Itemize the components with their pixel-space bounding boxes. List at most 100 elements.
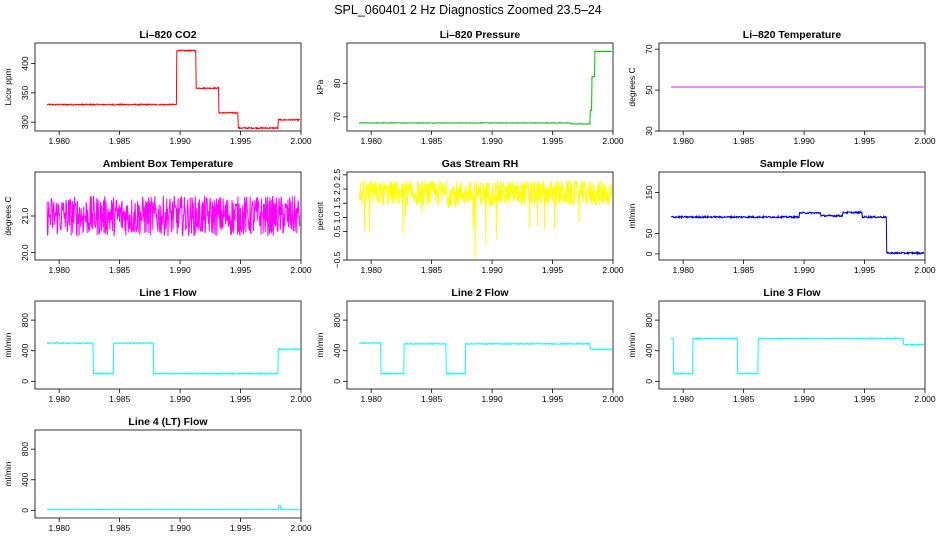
- y-tick-label: 0: [332, 379, 342, 384]
- y-tick-label: 400: [332, 343, 342, 357]
- x-tick-label: 1.995: [854, 265, 876, 275]
- series-line-line1: [46, 341, 301, 377]
- plot-frame: [658, 171, 926, 261]
- y-tick-label: 0: [644, 379, 654, 384]
- x-tick-label: 1.990: [481, 265, 503, 275]
- x-tick-label: 1.990: [169, 136, 191, 146]
- x-tick-label: 2.000: [290, 394, 312, 404]
- y-axis-label: degrees C: [3, 196, 13, 235]
- series-line-co2: [46, 48, 300, 130]
- y-axis-label: Licor ppm: [3, 68, 13, 105]
- panel-title: Li–820 Pressure: [440, 29, 521, 41]
- x-tick-label: 1.995: [230, 523, 252, 533]
- x-tick-label: 1.990: [169, 523, 191, 533]
- x-tick-label: 1.995: [542, 136, 564, 146]
- x-tick-label: 1.980: [673, 265, 695, 275]
- panel-title: Line 1 Flow: [139, 287, 197, 299]
- panel-title: Line 3 Flow: [763, 287, 821, 299]
- y-tick-label: 400: [20, 343, 30, 357]
- y-tick-label: 70: [644, 44, 654, 54]
- y-axis-label: ml/min: [3, 461, 13, 486]
- series-line-box_temp: [46, 195, 301, 238]
- panel-line4: Line 4 (LT) Flow ml/min 1.980 1.985 1.990 1.9…: [3, 416, 312, 533]
- x-tick-label: 1.985: [733, 265, 755, 275]
- x-tick-label: 1.995: [230, 136, 252, 146]
- x-tick-label: 1.995: [854, 136, 876, 146]
- y-tick-label: 800: [644, 313, 654, 327]
- series-line-line3: [670, 336, 924, 376]
- x-tick-label: 1.985: [421, 394, 443, 404]
- panel-temperature: Li–820 Temperature degrees C 1.980 1.985 1.9…: [627, 29, 936, 146]
- x-tick-label: 1.980: [673, 136, 695, 146]
- series-line-rh: [358, 179, 613, 259]
- y-tick-label: 400: [20, 56, 30, 70]
- panel-title: Li–820 Temperature: [743, 29, 842, 41]
- x-tick-label: 1.990: [481, 394, 503, 404]
- y-tick-label: 21.0: [20, 207, 30, 224]
- panel-title: Sample Flow: [760, 158, 825, 170]
- panel-rh: Gas Stream RH percent 1.980 1.985 1.990 1.995…: [315, 158, 624, 275]
- y-tick-label: −0.5: [332, 251, 342, 268]
- series-line-pressure: [358, 50, 612, 126]
- x-tick-label: 1.995: [542, 265, 564, 275]
- plot-frame: [34, 429, 302, 519]
- panel-sample_flow: Sample Flow ml/min 1.980 1.985 1.990 1.995 2.0…: [627, 158, 936, 275]
- x-tick-label: 1.980: [49, 394, 71, 404]
- panel-title: Li–820 CO2: [139, 29, 196, 41]
- x-tick-label: 2.000: [290, 136, 312, 146]
- x-tick-label: 1.980: [361, 136, 383, 146]
- plot-frame: [34, 300, 302, 390]
- panel-title: Ambient Box Temperature: [103, 158, 234, 170]
- x-tick-label: 1.980: [361, 265, 383, 275]
- y-tick-label: 2.5: [332, 169, 342, 181]
- x-tick-label: 1.980: [49, 136, 71, 146]
- y-tick-label: 0: [20, 508, 30, 513]
- y-axis-label: ml/min: [3, 332, 13, 357]
- y-axis-label: degrees C: [627, 67, 637, 106]
- y-axis-label: kPa: [315, 79, 325, 94]
- panel-line1: Line 1 Flow ml/min 1.980 1.985 1.990 1.995 2.0…: [3, 287, 312, 404]
- y-tick-label: 0: [644, 251, 654, 256]
- x-tick-label: 1.990: [793, 265, 815, 275]
- x-tick-label: 2.000: [602, 265, 624, 275]
- plot-frame: [34, 42, 302, 132]
- panel-co2: Li–820 CO2 Licor ppm 1.980 1.985 1.990 1.995 2…: [3, 29, 312, 146]
- y-tick-label: 30: [644, 126, 654, 136]
- x-tick-label: 2.000: [290, 265, 312, 275]
- y-tick-label: 400: [20, 472, 30, 486]
- series-line-line4: [46, 505, 300, 511]
- x-tick-label: 1.980: [49, 265, 71, 275]
- x-tick-label: 1.985: [421, 265, 443, 275]
- x-tick-label: 2.000: [914, 265, 936, 275]
- y-axis-label: ml/min: [315, 332, 325, 357]
- x-tick-label: 1.990: [793, 136, 815, 146]
- x-tick-label: 1.985: [733, 136, 755, 146]
- panel-title: Gas Stream RH: [442, 158, 518, 170]
- x-tick-label: 1.985: [421, 136, 443, 146]
- x-tick-label: 2.000: [914, 394, 936, 404]
- plot-frame: [346, 171, 614, 261]
- y-tick-label: 800: [20, 313, 30, 327]
- x-tick-label: 1.985: [109, 136, 131, 146]
- panel-box_temp: Ambient Box Temperature degrees C 1.980 1.9…: [3, 158, 312, 275]
- y-tick-label: 400: [644, 343, 654, 357]
- plot-frame: [346, 42, 614, 132]
- y-tick-label: 150: [644, 185, 654, 199]
- panel-pressure: Li–820 Pressure kPa 1.980 1.985 1.990 1.995 2.…: [315, 29, 624, 146]
- panel-title: Line 4 (LT) Flow: [128, 416, 208, 428]
- x-tick-label: 1.995: [230, 265, 252, 275]
- panel-line2: Line 2 Flow ml/min 1.980 1.985 1.990 1.995 2.0…: [315, 287, 624, 404]
- x-tick-label: 1.985: [109, 265, 131, 275]
- y-tick-label: 80: [332, 78, 342, 88]
- x-tick-label: 1.980: [49, 523, 71, 533]
- plot-frame: [346, 300, 614, 390]
- x-tick-label: 1.995: [230, 394, 252, 404]
- series-line-line2: [358, 341, 613, 376]
- plot-frame: [658, 42, 926, 132]
- y-axis-label: percent: [315, 201, 325, 230]
- x-tick-label: 1.990: [481, 136, 503, 146]
- x-tick-label: 2.000: [290, 523, 312, 533]
- x-tick-label: 2.000: [602, 394, 624, 404]
- panel-title: Line 2 Flow: [451, 287, 509, 299]
- y-tick-label: 0: [20, 379, 30, 384]
